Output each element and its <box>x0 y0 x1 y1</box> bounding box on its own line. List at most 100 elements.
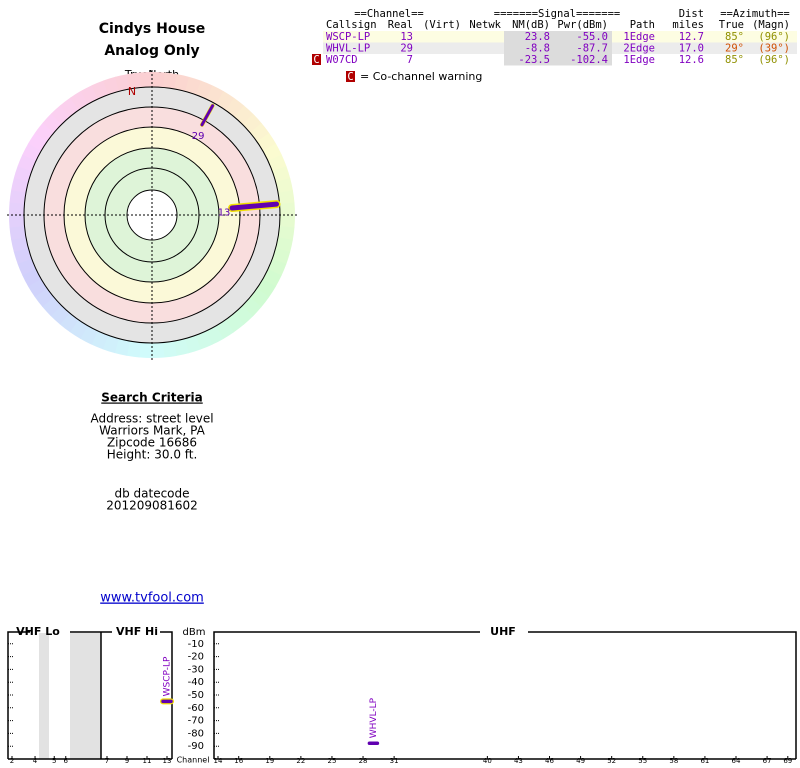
table-cell: 1Edge <box>623 54 655 66</box>
table-cell: 12.7 <box>679 31 704 43</box>
compass-ring <box>249 288 270 308</box>
x-tick-label: 28 <box>359 757 368 765</box>
compass-ring <box>272 248 291 265</box>
compass-ring <box>27 278 48 298</box>
table-cell: -8.8 <box>525 43 550 55</box>
x-tick-label: 13 <box>163 757 172 765</box>
x-tick-label: 2 <box>10 757 14 765</box>
column-header: Netwk <box>469 19 501 31</box>
compass-ring <box>11 236 29 253</box>
compass-ring <box>151 342 165 358</box>
compass-ring <box>242 113 262 134</box>
y-axis-label: dBm <box>183 627 206 638</box>
compass-ring <box>268 154 287 172</box>
station-label: WHVL-LP <box>369 697 379 738</box>
table-cell: (96°) <box>758 54 790 66</box>
x-tick-label: 14 <box>214 757 223 765</box>
table-cell: -87.7 <box>576 43 608 55</box>
compass-ring <box>184 335 201 354</box>
y-tick-label: -10 <box>188 639 204 650</box>
search-line: Zipcode 16686 <box>107 436 197 450</box>
subtitle: Analog Only <box>104 43 199 59</box>
compass-ring <box>42 113 62 133</box>
compass-ring <box>59 312 79 333</box>
x-tick-label: 43 <box>514 757 523 765</box>
table-cell: (39°) <box>758 43 790 55</box>
signal-cell-shade <box>504 54 612 66</box>
table-cell: -23.5 <box>518 54 550 66</box>
compass-ring <box>22 143 42 161</box>
compass-ring <box>139 342 152 358</box>
compass-ring <box>278 190 295 205</box>
x-tick-label: 69 <box>783 757 792 765</box>
band-label: UHF <box>490 625 516 638</box>
compass-ring <box>279 202 295 216</box>
marker-label: 13 <box>218 208 231 219</box>
x-tick-label: 5 <box>52 757 56 765</box>
compass-ring <box>13 247 32 264</box>
group-header: ==Channel== <box>354 8 424 20</box>
signal-marker <box>200 104 215 127</box>
x-tick-label: 7 <box>105 757 109 765</box>
compass-ring <box>126 340 141 358</box>
y-tick-label: -50 <box>188 690 204 701</box>
column-header: (Magn) <box>752 19 790 31</box>
compass-ring <box>173 338 190 356</box>
x-tick-label: 31 <box>390 757 399 765</box>
title: Cindys House <box>99 21 206 37</box>
x-tick-label: 58 <box>669 757 678 765</box>
table-cell: 23.8 <box>525 31 550 43</box>
table-cell: 29° <box>725 43 744 55</box>
compass-ring <box>9 214 25 228</box>
x-tick-label: 55 <box>638 757 647 765</box>
compass-ring <box>215 319 235 340</box>
table-cell: WHVL-LP <box>326 43 370 55</box>
compass-ring <box>34 288 54 307</box>
compass-ring <box>127 72 142 89</box>
table-cell: 13 <box>400 31 413 43</box>
table-cell: -102.4 <box>570 54 608 66</box>
y-tick-label: -40 <box>188 677 204 688</box>
column-header: (Virt) <box>423 19 461 31</box>
table-cell: 2Edge <box>623 43 655 55</box>
site-link[interactable]: www.tvfool.com <box>100 591 204 606</box>
compass-ring <box>50 305 70 325</box>
compass-ring <box>152 72 165 88</box>
x-tick-label: 6 <box>64 757 69 765</box>
compass-ring <box>42 296 62 317</box>
table-cell: -55.0 <box>576 31 608 43</box>
table-cell: 12.6 <box>679 54 704 66</box>
signal-cell-shade <box>504 42 612 54</box>
station-label: WSCP-LP <box>163 656 173 696</box>
compass-ring <box>139 72 153 88</box>
compass-ring <box>69 319 88 339</box>
table-cell: 7 <box>407 54 413 66</box>
compass-ring <box>262 269 282 287</box>
compass-ring <box>91 80 109 99</box>
y-tick-label: -70 <box>188 716 204 727</box>
table-cell: 17.0 <box>679 43 704 55</box>
compass-ring <box>114 74 131 92</box>
search-line: Address: street level <box>90 412 213 426</box>
x-tick-label: 49 <box>576 757 585 765</box>
column-header: True <box>719 19 744 31</box>
table-cell: 85° <box>725 31 744 43</box>
group-header: =======Signal======= <box>494 8 620 20</box>
north-mark: N <box>128 85 136 98</box>
compass-ring <box>233 305 254 325</box>
x-tick-label: 67 <box>763 757 772 765</box>
x-tick-label: 11 <box>143 757 152 765</box>
compass-ring <box>225 313 244 333</box>
compass-ring <box>234 105 254 125</box>
group-header: Dist <box>679 8 704 20</box>
compass-ring <box>216 91 235 111</box>
compass-ring <box>13 165 32 182</box>
table-cell: 29 <box>400 43 413 55</box>
band-shade <box>39 633 49 759</box>
compass-ring <box>206 85 224 105</box>
search-line: Warriors Mark, PA <box>99 424 205 438</box>
spectrum-frame <box>7 631 797 760</box>
legend-flag-box <box>346 71 355 82</box>
x-tick-label: 40 <box>483 757 492 765</box>
